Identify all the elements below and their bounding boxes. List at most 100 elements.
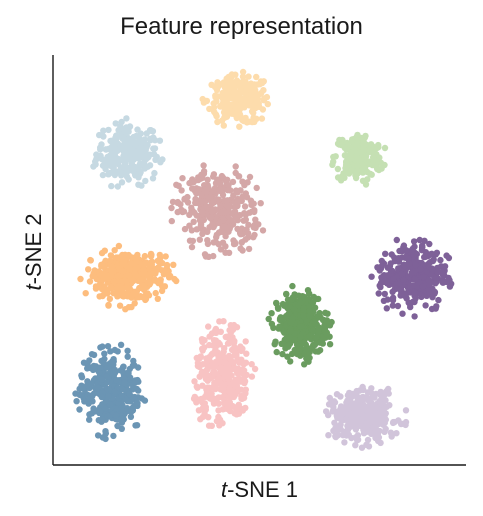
cluster-4-point (168, 217, 175, 225)
cluster-5-point (87, 256, 94, 264)
cluster-4-point (189, 185, 196, 192)
cluster-9-point (220, 318, 227, 325)
cluster-4-point (225, 204, 233, 211)
cluster-7-point (326, 341, 334, 348)
cluster-6-point (411, 289, 419, 296)
cluster-8-point (73, 398, 80, 405)
cluster-9-point (237, 386, 245, 393)
cluster-4-point (225, 249, 233, 256)
cluster-4-point (245, 221, 252, 229)
cluster-1-point (118, 172, 125, 179)
cluster-4-point (201, 251, 209, 258)
cluster-9-point (212, 327, 219, 334)
cluster-1-point (118, 179, 126, 186)
cluster-3-point (354, 162, 361, 169)
cluster-7-point (323, 330, 330, 338)
cluster-1-point (102, 146, 110, 153)
cluster-1-point (141, 139, 148, 146)
cluster-2-point (247, 96, 254, 104)
cluster-7-point (283, 291, 290, 298)
cluster-4-point (245, 245, 253, 253)
cluster-1-point (130, 138, 137, 145)
cluster-6-point (422, 302, 429, 309)
cluster-1-point (127, 156, 135, 164)
cluster-9-point (205, 323, 212, 330)
cluster-9-point (196, 354, 204, 362)
cluster-1-point (99, 171, 107, 179)
cluster-5-point (107, 252, 115, 259)
cluster-7-point (305, 358, 312, 365)
cluster-1-point (96, 131, 103, 139)
cluster-4-point (212, 180, 220, 187)
cluster-9-point (239, 407, 247, 414)
cluster-3-point (329, 161, 336, 168)
cluster-9-point (211, 379, 218, 387)
cluster-1-point (138, 182, 145, 189)
cluster-4-point (168, 204, 175, 212)
cluster-5-point (156, 251, 163, 259)
cluster-4-point (234, 189, 241, 196)
cluster-4-point (253, 184, 260, 192)
cluster-5-point (145, 273, 153, 280)
cluster-4-point (198, 191, 205, 199)
cluster-6-point (433, 274, 440, 281)
cluster-8-point (86, 395, 93, 402)
cluster-7-point (306, 333, 313, 340)
cluster-5-point (101, 290, 109, 297)
cluster-9-point (212, 397, 220, 404)
cluster-2-point (218, 102, 225, 109)
cluster-2-point (239, 68, 247, 76)
cluster-5-point (135, 294, 143, 301)
cluster-8-point (78, 372, 85, 379)
cluster-6-point (378, 257, 385, 265)
cluster-9-point (202, 375, 210, 382)
cluster-10-point (352, 442, 359, 449)
cluster-7-point (313, 334, 320, 341)
cluster-5-point (92, 285, 100, 292)
cluster-1-point (125, 176, 132, 183)
cluster-2-point (256, 81, 263, 88)
cluster-7-point (283, 335, 290, 342)
cluster-2-point (220, 122, 227, 129)
cluster-1-point (159, 156, 166, 163)
cluster-10-point (358, 444, 366, 451)
cluster-10-point (349, 390, 356, 398)
cluster-9-point (210, 368, 217, 375)
cluster-4-point (233, 200, 241, 207)
cluster-7-point (286, 309, 293, 316)
cluster-7-point (284, 296, 292, 303)
cluster-4-point (238, 239, 245, 246)
cluster-8-point (133, 422, 141, 429)
cluster-9-point (217, 364, 225, 372)
cluster-4-point (205, 184, 212, 192)
cluster-9-point (193, 383, 200, 390)
cluster-9-point (198, 395, 205, 403)
cluster-9-point (237, 343, 244, 350)
cluster-8-point (79, 385, 86, 392)
cluster-7-point (281, 302, 288, 309)
cluster-8-point (86, 357, 93, 364)
cluster-9-point (198, 370, 205, 377)
cluster-2-point (226, 78, 233, 86)
cluster-6-point (410, 238, 418, 245)
cluster-1-point (113, 132, 120, 139)
cluster-9-point (215, 413, 222, 421)
cluster-1-point (150, 151, 158, 158)
cluster-1-point (106, 169, 114, 177)
cluster-8-point (112, 412, 120, 419)
cluster-10-point (348, 434, 355, 442)
cluster-9-point (206, 333, 213, 340)
cluster-10-point (333, 426, 340, 433)
cluster-5-point (86, 278, 94, 285)
cluster-4-point (209, 221, 216, 228)
cluster-5-point (159, 259, 166, 267)
cluster-4-point (222, 233, 229, 240)
cluster-8-point (100, 360, 108, 367)
cluster-8-point (107, 348, 114, 355)
cluster-10-point (366, 419, 374, 426)
cluster-2-point (226, 101, 233, 108)
cluster-5-point (105, 267, 113, 274)
cluster-6-point (419, 244, 426, 251)
cluster-4-point (217, 203, 224, 210)
cluster-4-point (241, 203, 249, 210)
